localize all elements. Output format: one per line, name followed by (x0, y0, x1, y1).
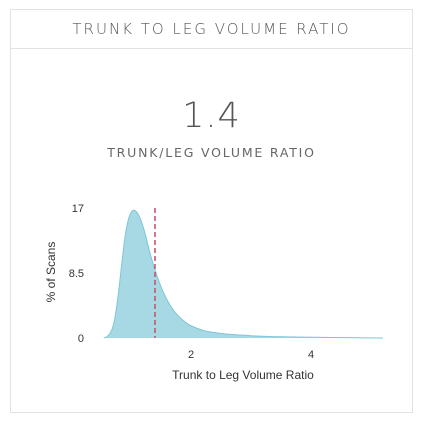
ratio-value-label: TRUNK/LEG VOLUME RATIO (107, 145, 316, 160)
ratio-card: TRUNK TO LEG VOLUME RATIO 1.4 TRUNK/LEG … (10, 9, 413, 413)
y-axis-label: % of Scans (44, 242, 58, 303)
y-tick-label: 17 (72, 203, 84, 215)
distribution-area (104, 210, 383, 338)
distribution-curve (103, 209, 384, 339)
x-tick-label: 2 (188, 349, 194, 361)
card-title: TRUNK TO LEG VOLUME RATIO (11, 10, 412, 49)
x-tick-label: 4 (308, 349, 314, 361)
y-tick-label: 8.5 (69, 268, 84, 280)
y-tick-label: 0 (78, 333, 84, 345)
ratio-value: 1.4 (182, 96, 241, 136)
x-axis-label: Trunk to Leg Volume Ratio (172, 368, 314, 382)
y-axis-ticks: 0 8.5 17 (69, 203, 84, 345)
